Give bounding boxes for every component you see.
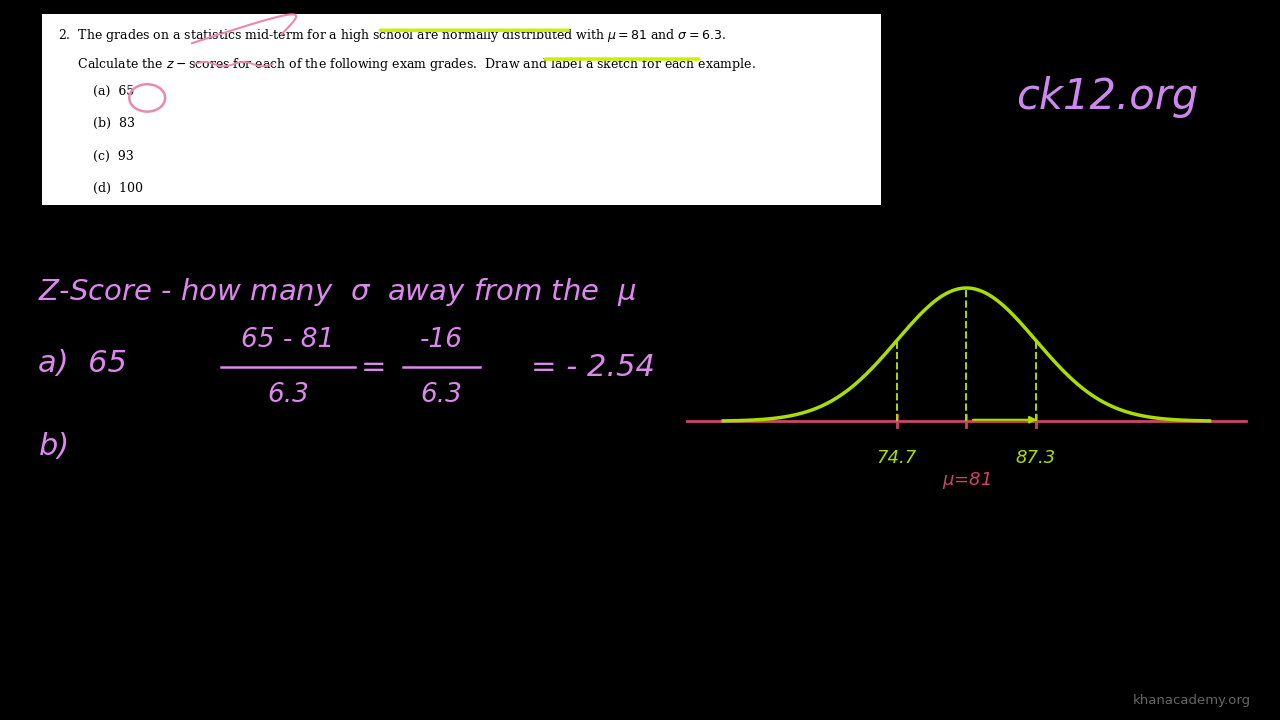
- Text: 6.3: 6.3: [268, 382, 308, 408]
- Text: 6.3: 6.3: [421, 382, 462, 408]
- Text: Z-Score - how many  $\sigma$  away from the  $\mu$: Z-Score - how many $\sigma$ away from th…: [38, 276, 636, 307]
- Text: $\mu$=81: $\mu$=81: [942, 470, 991, 491]
- Text: 74.7: 74.7: [877, 449, 916, 467]
- Text: =: =: [361, 353, 387, 382]
- Text: 2.  The grades on a statistics mid-term for a high school are normally distribut: 2. The grades on a statistics mid-term f…: [58, 27, 726, 45]
- Text: b): b): [38, 432, 69, 461]
- Text: (a)  65: (a) 65: [93, 85, 134, 98]
- Text: Calculate the $z-$scores for each of the following exam grades.  Draw and label : Calculate the $z-$scores for each of the…: [58, 56, 755, 73]
- Text: ck12.org: ck12.org: [1016, 76, 1198, 118]
- Text: = - 2.54: = - 2.54: [531, 353, 655, 382]
- Text: khanacademy.org: khanacademy.org: [1133, 694, 1251, 707]
- Text: (c)  93: (c) 93: [93, 150, 134, 163]
- Text: -16: -16: [420, 327, 463, 353]
- Text: a)  65: a) 65: [38, 349, 127, 378]
- Text: 65 - 81: 65 - 81: [242, 327, 334, 353]
- Text: (d)  100: (d) 100: [93, 182, 143, 195]
- Text: (b)  83: (b) 83: [93, 117, 136, 130]
- FancyBboxPatch shape: [42, 14, 881, 205]
- Text: 87.3: 87.3: [1016, 449, 1056, 467]
